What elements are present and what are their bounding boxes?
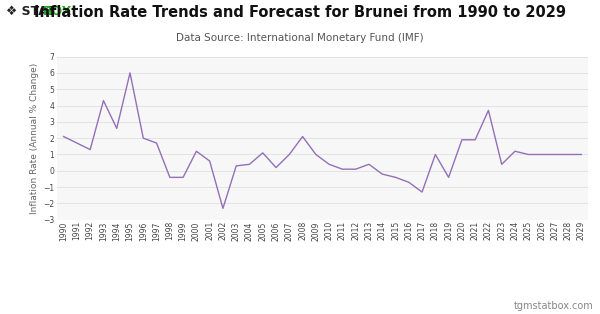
Text: BOX: BOX [43, 5, 73, 18]
Text: Data Source: International Monetary Fund (IMF): Data Source: International Monetary Fund… [176, 33, 424, 43]
Y-axis label: Inflation Rate (Annual % Change): Inflation Rate (Annual % Change) [30, 62, 39, 214]
Text: Inflation Rate Trends and Forecast for Brunei from 1990 to 2029: Inflation Rate Trends and Forecast for B… [34, 5, 566, 20]
Text: ❖ STAT: ❖ STAT [6, 5, 56, 18]
Text: tgmstatbox.com: tgmstatbox.com [514, 301, 594, 311]
